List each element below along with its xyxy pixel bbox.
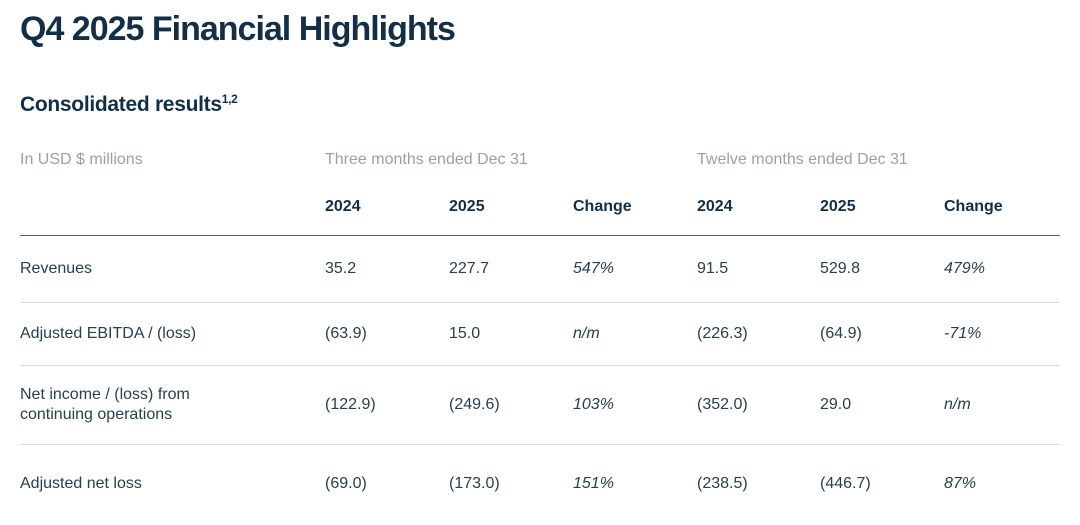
unit-label: In USD $ millions xyxy=(20,151,143,169)
table-group-header-row: In USD $ millions Three months ended Dec… xyxy=(20,151,1060,169)
metric-value: 227.7 xyxy=(449,260,490,278)
change-value: -71% xyxy=(944,325,982,343)
column-header-change-fy: Change xyxy=(944,198,1003,216)
change-value: 87% xyxy=(944,474,977,492)
column-header-2024-q: 2024 xyxy=(325,198,361,216)
table-row: Revenues 35.2 227.7 547% 91.5 529.8 479% xyxy=(20,236,1060,304)
metric-value: (64.9) xyxy=(820,325,862,343)
row-label: Revenues xyxy=(20,260,93,278)
metric-value: (63.9) xyxy=(325,325,367,343)
metric-value: (446.7) xyxy=(820,474,871,492)
metric-value: 529.8 xyxy=(820,260,861,278)
table-row: Adjusted EBITDA / (loss) (63.9) 15.0 n/m (22… xyxy=(20,303,1060,367)
table-row: Adjusted net loss (69.0) (173.0) 151% (238.5… xyxy=(20,445,1060,522)
metric-value: 91.5 xyxy=(697,260,729,278)
change-value: 103% xyxy=(573,396,614,414)
section-title-text: Consolidated results xyxy=(20,93,222,117)
column-header-2025-q: 2025 xyxy=(449,198,485,216)
change-value: n/m xyxy=(944,396,971,414)
metric-value: (69.0) xyxy=(325,474,367,492)
row-label: Net income / (loss) from continuing oper… xyxy=(20,386,190,424)
table-row: Net income / (loss) from continuing oper… xyxy=(20,366,1060,446)
metric-value: 35.2 xyxy=(325,260,357,278)
metric-value: (238.5) xyxy=(697,474,748,492)
section-title: Consolidated results1,2 xyxy=(20,92,1060,117)
change-value: 479% xyxy=(944,260,985,278)
table-column-header-row: 2024 2025 Change 2024 2025 Change xyxy=(20,198,1060,216)
metric-value: (173.0) xyxy=(449,474,500,492)
group-header-twelve-months: Twelve months ended Dec 31 xyxy=(697,151,908,169)
column-header-2024-fy: 2024 xyxy=(697,198,733,216)
metric-value: (226.3) xyxy=(697,325,748,343)
column-header-2025-fy: 2025 xyxy=(820,198,856,216)
metric-value: (122.9) xyxy=(325,396,376,414)
page-title: Q4 2025 Financial Highlights xyxy=(20,10,456,48)
table-body: Revenues 35.2 227.7 547% 91.5 529.8 479% Adjust… xyxy=(20,235,1060,522)
change-value: n/m xyxy=(573,325,600,343)
group-header-three-months: Three months ended Dec 31 xyxy=(325,151,528,169)
footnote-reference: 1,2 xyxy=(221,92,238,107)
row-label: Adjusted net loss xyxy=(20,474,142,492)
change-value: 547% xyxy=(573,260,614,278)
row-label: Adjusted EBITDA / (loss) xyxy=(20,325,197,343)
metric-value: (249.6) xyxy=(449,396,500,414)
column-header-change-q: Change xyxy=(573,198,632,216)
change-value: 151% xyxy=(573,474,614,492)
metric-value: 29.0 xyxy=(820,396,852,414)
metric-value: 15.0 xyxy=(449,325,481,343)
metric-value: (352.0) xyxy=(697,396,748,414)
